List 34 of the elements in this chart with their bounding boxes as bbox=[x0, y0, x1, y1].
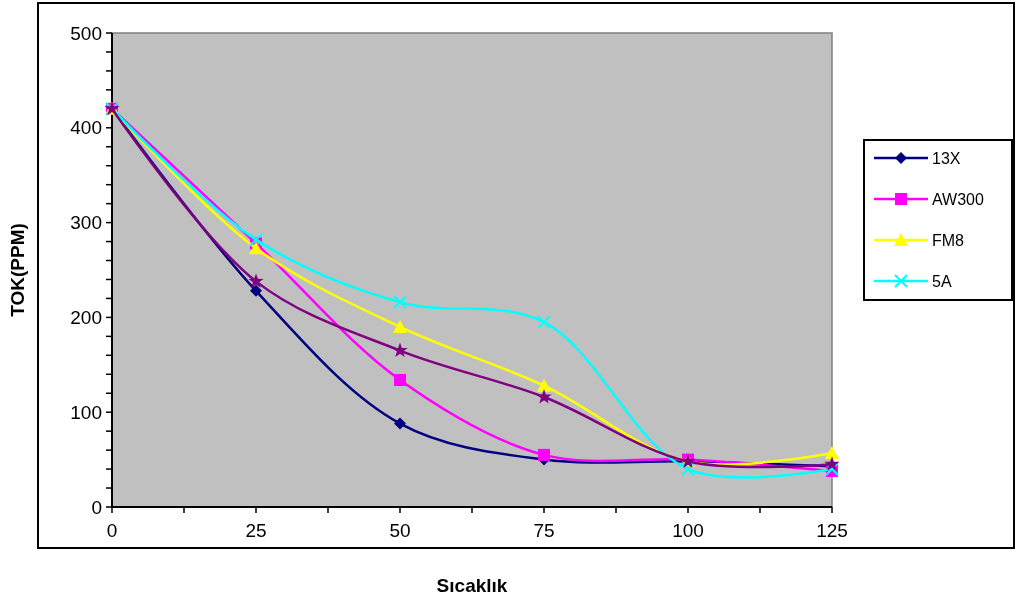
point bbox=[392, 342, 408, 358]
y-tick-label: 0 bbox=[91, 496, 102, 518]
x-tick-label: 25 bbox=[245, 520, 267, 541]
point bbox=[394, 373, 406, 386]
point bbox=[250, 284, 262, 297]
point bbox=[393, 295, 407, 310]
point bbox=[393, 319, 407, 333]
legend-label: AW300 bbox=[932, 190, 984, 208]
legend-label: 5A bbox=[932, 272, 952, 290]
point bbox=[394, 417, 406, 430]
x-tick-label: 125 bbox=[816, 520, 848, 541]
x-tick-label: 100 bbox=[672, 520, 704, 541]
x-tick-label: 0 bbox=[106, 520, 118, 541]
point bbox=[537, 315, 551, 330]
point bbox=[249, 232, 263, 247]
y-axis-title: TOK(PPM) bbox=[7, 223, 28, 317]
legend-label: 13X bbox=[932, 149, 961, 167]
point bbox=[825, 445, 839, 459]
point bbox=[248, 273, 264, 288]
y-tick-label: 100 bbox=[70, 401, 102, 423]
point bbox=[536, 389, 552, 404]
x-axis-title: Sıcaklık bbox=[436, 575, 508, 596]
point bbox=[538, 448, 550, 461]
y-tick-label: 300 bbox=[70, 212, 102, 234]
point bbox=[249, 241, 263, 255]
point bbox=[537, 378, 551, 392]
y-tick-label: 500 bbox=[70, 22, 102, 44]
y-tick-label: 200 bbox=[70, 307, 102, 329]
y-tick-label: 400 bbox=[70, 117, 102, 139]
x-tick-label: 75 bbox=[533, 520, 555, 541]
x-tick-label: 50 bbox=[389, 520, 411, 541]
point bbox=[824, 456, 840, 471]
point bbox=[681, 462, 695, 477]
legend-label: FM8 bbox=[932, 231, 965, 249]
